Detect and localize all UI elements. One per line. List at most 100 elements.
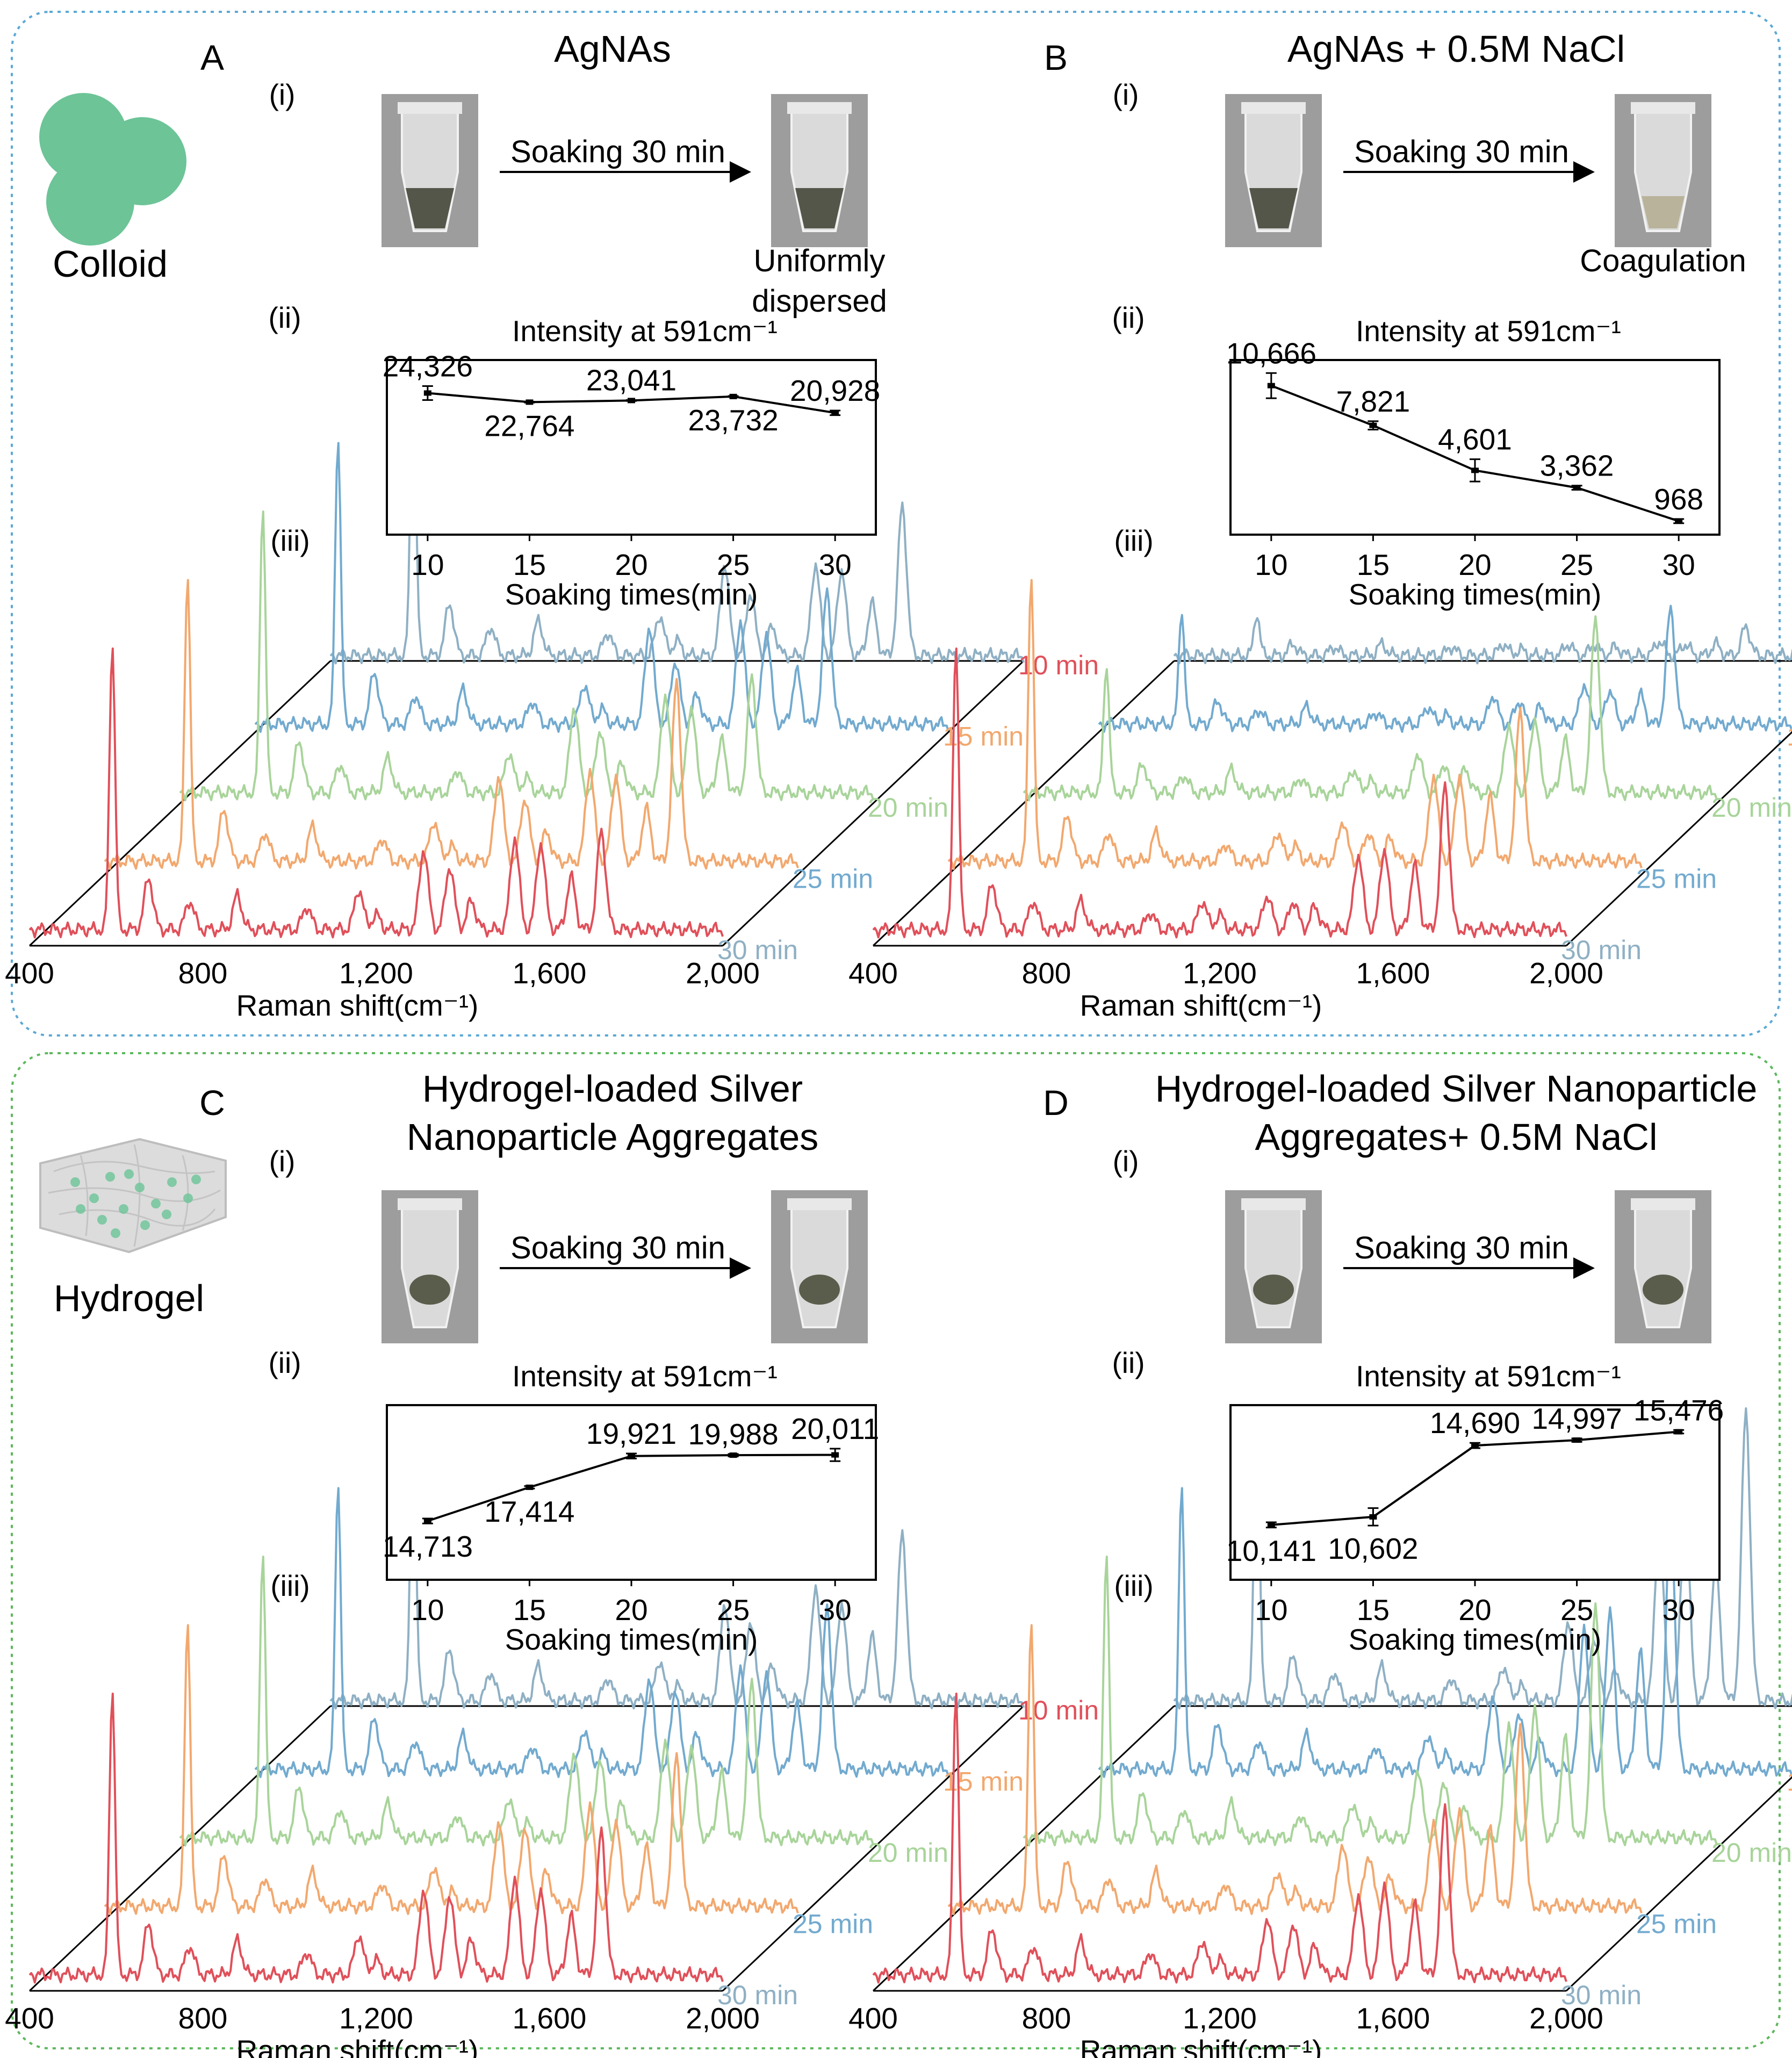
spectrum-line-30-min xyxy=(1173,1407,1792,1710)
spectrum-line-15-min xyxy=(947,1624,1643,1915)
gel-disc xyxy=(409,1275,450,1305)
hydrogel-mesh xyxy=(48,1144,221,1247)
inset-point xyxy=(1369,1514,1377,1520)
series-label: 15 min xyxy=(943,1767,1024,1797)
inset-point xyxy=(1471,467,1479,473)
inset-x-tick-label: 10 xyxy=(411,1593,444,1627)
gel-disc-tube xyxy=(1225,1190,1322,1343)
inset-point xyxy=(1471,1443,1479,1449)
inset-x-tick-label: 10 xyxy=(1255,1593,1287,1627)
spectrum-line-15-min xyxy=(947,579,1643,870)
inset-value-label: 23,732 xyxy=(688,404,778,437)
panel-title: Nanoparticle Aggregates xyxy=(407,1116,819,1158)
inset-value-label: 14,713 xyxy=(383,1530,473,1563)
inset-value-label: 3,362 xyxy=(1540,449,1614,483)
series-label: 30 min xyxy=(1561,935,1642,965)
inset-x-tick-label: 15 xyxy=(513,1593,546,1627)
inset-value-label: 10,602 xyxy=(1328,1532,1418,1565)
pellet-fill xyxy=(1642,196,1685,228)
tube-cap-rim xyxy=(1241,1198,1306,1210)
spectrum-line-10-min xyxy=(28,1693,724,1984)
inset-point xyxy=(423,1518,431,1524)
spectrum-line-10-min xyxy=(28,647,724,939)
hydrogel-particle-dot xyxy=(183,1193,193,1203)
series-label: 25 min xyxy=(1636,1909,1717,1939)
series-label: 25 min xyxy=(793,1909,873,1939)
inset-value-label: 19,921 xyxy=(586,1417,677,1450)
hydrogel-block-icon xyxy=(39,1138,227,1254)
hydrogel-particle-dot xyxy=(89,1193,99,1203)
panel-title: AgNAs xyxy=(554,28,671,70)
gel-disc-tube xyxy=(1615,1190,1711,1343)
gel-disc-tube xyxy=(382,1190,478,1343)
spectrum-line-10-min xyxy=(872,647,1567,939)
sublabel-i: (i) xyxy=(269,1145,296,1178)
series-label: 10 min xyxy=(1018,650,1099,680)
inset-value-label: 23,041 xyxy=(586,364,677,397)
inset-point xyxy=(1573,1437,1581,1443)
spectrum-line-30-min xyxy=(329,1419,1025,1710)
group-colloid-border xyxy=(11,11,1781,1037)
plane-right-edge xyxy=(1565,1776,1792,1992)
gel-disc xyxy=(1643,1275,1683,1305)
tube-cap-rim xyxy=(398,1198,462,1210)
spectrum-line-15-min xyxy=(104,579,799,870)
panel-letter: C xyxy=(199,1083,225,1122)
inset-point xyxy=(526,399,534,405)
inset-point xyxy=(729,1452,737,1458)
spectra-plane xyxy=(872,660,1792,947)
panel-title: AgNAs + 0.5M NaCl xyxy=(1287,28,1625,70)
x-tick-label: 1,600 xyxy=(513,956,587,990)
sublabel-i: (i) xyxy=(1113,1145,1139,1178)
series-label: 25 min xyxy=(793,864,873,894)
dark-pellet-tube xyxy=(771,94,868,247)
series-label: 20 min xyxy=(1711,1838,1792,1868)
spectrum-line-20-min xyxy=(1023,615,1718,802)
gel-disc xyxy=(799,1275,840,1305)
inset-x-tick-label: 30 xyxy=(1663,548,1695,581)
inset-value-label: 20,011 xyxy=(791,1412,879,1445)
inset-point xyxy=(1267,383,1275,388)
spectrum-line-20-min xyxy=(179,510,874,802)
hydrogel-particle-dot xyxy=(167,1177,177,1187)
inset-point xyxy=(729,393,737,399)
inset-title: Intensity at 591cm⁻¹ xyxy=(1356,314,1621,348)
inset-title: Intensity at 591cm⁻¹ xyxy=(1356,1359,1621,1393)
sublabel-iii: (iii) xyxy=(1114,524,1153,557)
inset-value-label: 17,414 xyxy=(484,1495,574,1528)
tube-body xyxy=(1634,1203,1692,1328)
hydrogel-particle-dot xyxy=(119,1204,128,1214)
series-label: 30 min xyxy=(717,935,798,965)
pellet-fill xyxy=(795,188,844,228)
x-tick-label: 800 xyxy=(1022,956,1071,990)
panel-a: A AgNAs (i) Soaking 30 min Uniformly disperse… xyxy=(5,28,1099,1022)
sublabel-i: (i) xyxy=(1113,78,1139,111)
x-axis-title: Raman shift(cm⁻¹) xyxy=(1080,2034,1322,2058)
inset-x-tick-label: 15 xyxy=(513,548,546,581)
inset-point xyxy=(1675,1429,1683,1435)
x-tick-label: 2,000 xyxy=(686,2002,760,2035)
x-tick-label: 400 xyxy=(5,2002,54,2035)
hydrogel-particles xyxy=(70,1169,201,1238)
series-label: 20 min xyxy=(868,793,948,823)
inset-x-axis-title: Soaking times(min) xyxy=(505,578,758,611)
plane-right-edge xyxy=(1565,731,1792,947)
hydrogel-particle-dot xyxy=(111,1228,120,1238)
plane-right-edge xyxy=(722,660,1025,947)
panel-c: C Hydrogel-loaded Silver Nanoparticle Aggr… xyxy=(5,1068,1099,2058)
inset-value-label: 10,141 xyxy=(1226,1534,1316,1567)
x-tick-label: 400 xyxy=(5,956,54,990)
result-label: Uniformly xyxy=(754,243,886,278)
hydrogel-particle-dot xyxy=(162,1210,171,1219)
group-hydrogel-border xyxy=(11,1052,1781,2049)
spectrum-line-20-min xyxy=(179,1556,874,1847)
inset-x-axis-title: Soaking times(min) xyxy=(1349,1623,1602,1656)
inset-x-tick-label: 30 xyxy=(819,548,852,581)
inset-title: Intensity at 591cm⁻¹ xyxy=(512,314,778,348)
inset-x-tick-label: 25 xyxy=(1560,1593,1593,1627)
inset-point xyxy=(831,410,839,416)
panel-letter: A xyxy=(200,38,224,77)
x-tick-label: 1,200 xyxy=(339,2002,413,2035)
inset-frame xyxy=(386,359,877,536)
